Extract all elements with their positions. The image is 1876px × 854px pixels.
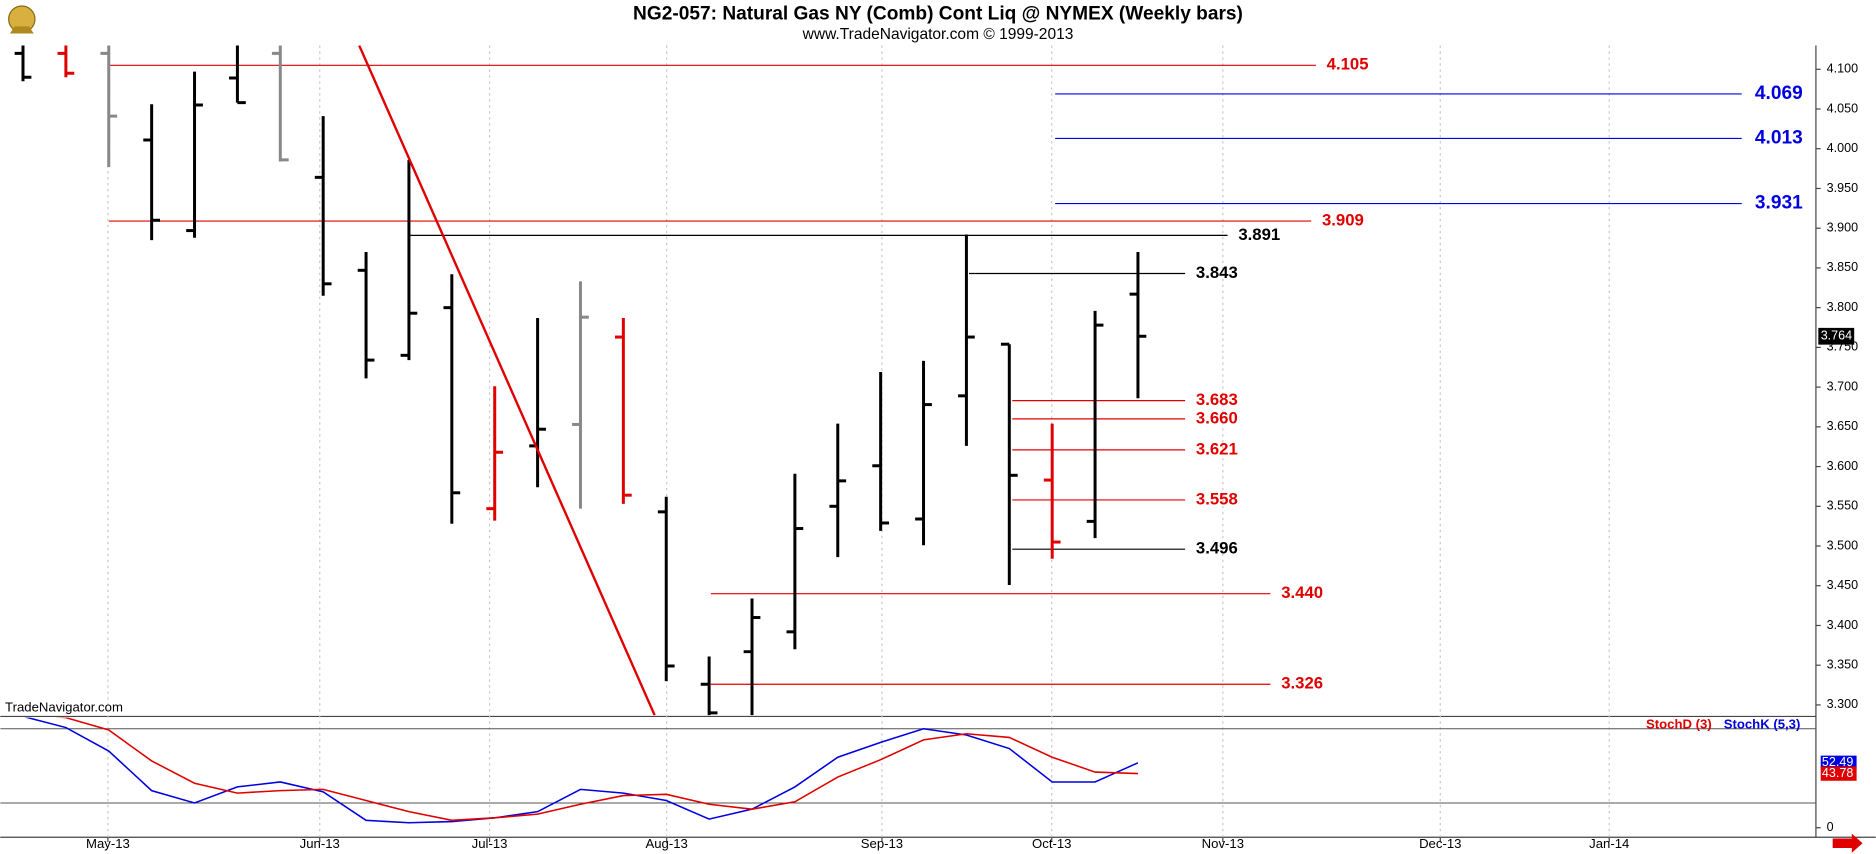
y-tick-label: 3.400: [1827, 618, 1858, 632]
y-tick-label: 3.650: [1827, 419, 1858, 433]
x-tick-label: Aug-13: [645, 836, 687, 851]
value-box: [1820, 755, 1857, 770]
x-tick-label: Oct-13: [1032, 836, 1071, 851]
y-tick-label: 3.900: [1827, 221, 1858, 235]
watermark: TradeNavigator.com: [5, 700, 123, 715]
y-tick-label: 4.000: [1827, 141, 1858, 155]
stoch-panel: [0, 717, 1816, 824]
chart-subtitle: www.TradeNavigator.com © 1999-2013: [802, 26, 1074, 43]
price-grid: [107, 45, 1610, 838]
legend-label: StochD (3): [1646, 716, 1712, 731]
level-label: 4.105: [1327, 55, 1369, 74]
x-tick-label: Jan-14: [1589, 836, 1629, 851]
price-panel: [14, 45, 1742, 716]
y-tick-label: 4.100: [1827, 62, 1858, 76]
x-tick-label: Jun-13: [300, 836, 340, 851]
y-tick-label: 3.600: [1827, 459, 1858, 473]
x-tick-label: Sep-13: [861, 836, 903, 851]
level-label: 3.326: [1281, 674, 1323, 693]
chart-title: NG2-057: Natural Gas NY (Comb) Cont Liq …: [633, 3, 1243, 24]
level-label: 3.843: [1196, 263, 1238, 282]
level-label: 3.909: [1322, 210, 1364, 229]
y-tick-label: 3.850: [1827, 260, 1858, 274]
y-tick-label: 3.500: [1827, 538, 1858, 552]
last-price-box: [1818, 327, 1855, 345]
y-tick-label: 3.550: [1827, 499, 1858, 513]
axes: May-13 Jun-13 Jul-13 Aug-13 Sep-13 Oct-13 Nov-…: [86, 62, 1858, 851]
x-tick-label: Dec-13: [1419, 836, 1461, 851]
level-label: 3.891: [1238, 225, 1280, 244]
y-tick-label: 3.300: [1827, 697, 1858, 711]
y-tick-label: 3.950: [1827, 181, 1858, 195]
trend-line: [358, 45, 656, 716]
level-label: 4.013: [1755, 127, 1803, 148]
y-tick-label: 0: [1827, 820, 1834, 834]
logo: [8, 5, 36, 34]
y-tick-label: 3.350: [1827, 658, 1858, 672]
level-label: 3.621: [1196, 439, 1238, 458]
stoch-line: [24, 717, 1139, 824]
x-tick-label: Jul-13: [472, 836, 508, 851]
x-tick-label: Nov-13: [1202, 836, 1244, 851]
value-label: 52.49: [1822, 755, 1853, 769]
level-label: 3.683: [1196, 390, 1238, 409]
level-label: 3.440: [1281, 583, 1323, 602]
level-label: 3.931: [1755, 193, 1803, 214]
y-tick-label: 4.050: [1827, 101, 1858, 115]
stoch-line: [56, 717, 1138, 822]
last-price-label: 3.764: [1821, 329, 1852, 343]
value-box: [1820, 766, 1857, 781]
y-tick-label: 3.700: [1827, 379, 1858, 393]
level-label: 3.660: [1196, 408, 1238, 427]
level-label: 4.069: [1755, 83, 1803, 104]
scroll-arrow[interactable]: [1832, 833, 1863, 853]
x-tick-label: May-13: [86, 836, 130, 851]
level-label: 3.558: [1196, 489, 1238, 508]
y-tick-label: 3.800: [1827, 300, 1858, 314]
y-tick-label: 3.450: [1827, 578, 1858, 592]
value-label: 43.78: [1822, 766, 1853, 780]
level-label: 3.496: [1196, 539, 1238, 558]
legend-label: StochK (5,3): [1724, 716, 1801, 731]
